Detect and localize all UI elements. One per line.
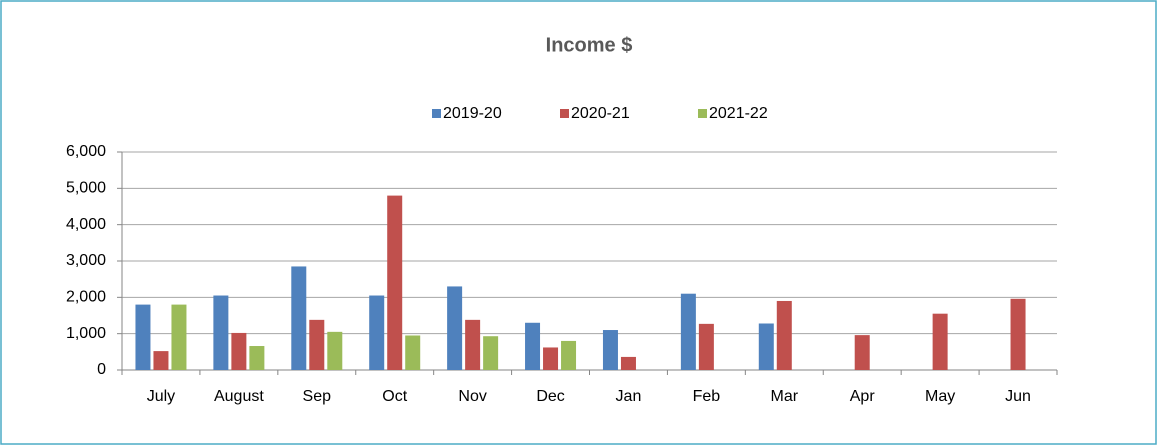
- bar: [602, 330, 618, 370]
- bar: [135, 304, 151, 370]
- bar: [309, 319, 325, 370]
- bar: [525, 322, 541, 370]
- y-tick-label: 6,000: [66, 143, 106, 160]
- x-tick-label: Dec: [536, 388, 564, 405]
- bar: [758, 323, 774, 370]
- bar: [213, 295, 229, 370]
- bar: [369, 295, 385, 370]
- legend-label: 2021-22: [709, 105, 768, 122]
- bar: [249, 346, 265, 370]
- y-tick-label: 1,000: [66, 325, 106, 342]
- legend-label: 2020-21: [571, 105, 630, 122]
- x-tick-label: Apr: [850, 388, 876, 405]
- bar: [680, 293, 696, 370]
- y-tick-label: 0: [97, 361, 106, 378]
- legend-swatch: [698, 109, 707, 118]
- chart-title: Income $: [546, 34, 633, 56]
- x-tick-label: Jun: [1005, 388, 1031, 405]
- y-tick-label: 5,000: [66, 180, 106, 197]
- x-tick-label: August: [214, 388, 264, 405]
- bar: [447, 286, 463, 370]
- bar: [387, 195, 403, 370]
- bar: [465, 319, 481, 370]
- bar: [776, 300, 792, 370]
- bar: [483, 336, 499, 370]
- x-tick-label: July: [147, 388, 175, 405]
- y-tick-label: 4,000: [66, 216, 106, 233]
- bar: [291, 266, 307, 370]
- bar: [932, 313, 948, 370]
- bar: [153, 351, 169, 370]
- bar: [327, 331, 343, 370]
- bar: [698, 323, 714, 370]
- legend-swatch: [432, 109, 441, 118]
- bar: [405, 335, 421, 370]
- y-tick-label: 2,000: [66, 289, 106, 306]
- x-tick-label: Mar: [771, 388, 799, 405]
- legend-label: 2019-20: [443, 105, 502, 122]
- bar: [620, 356, 636, 370]
- bar: [543, 347, 559, 370]
- legend-swatch: [560, 109, 569, 118]
- x-tick-label: Sep: [303, 388, 332, 405]
- y-tick-label: 3,000: [66, 252, 106, 269]
- x-tick-label: Oct: [382, 388, 407, 405]
- bar: [171, 304, 187, 370]
- bar: [561, 340, 577, 370]
- x-tick-label: May: [925, 388, 955, 405]
- bar: [231, 332, 247, 370]
- x-tick-label: Jan: [616, 388, 642, 405]
- x-tick-label: Nov: [458, 388, 486, 405]
- bar: [1010, 298, 1026, 370]
- bar: [854, 335, 870, 370]
- x-tick-label: Feb: [693, 388, 721, 405]
